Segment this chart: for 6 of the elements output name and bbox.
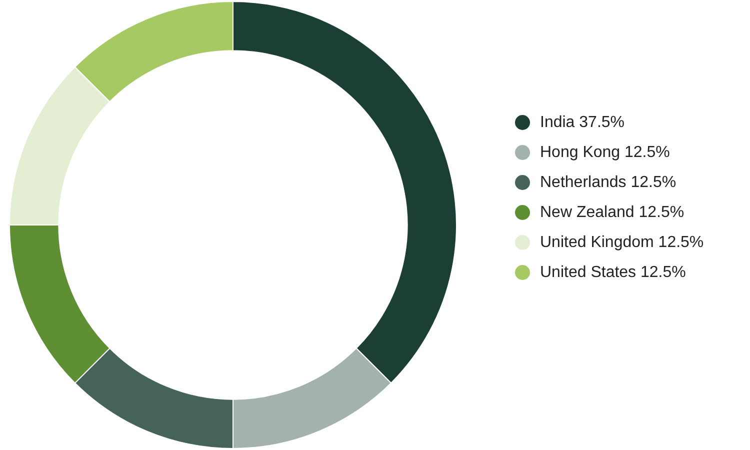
legend-label: India 37.5% — [540, 113, 625, 133]
legend-label: New Zealand 12.5% — [540, 203, 684, 223]
legend-label: United Kingdom 12.5% — [540, 233, 704, 253]
legend-label: Netherlands 12.5% — [540, 173, 676, 193]
legend-label: Hong Kong 12.5% — [540, 143, 670, 163]
legend-label: United States 12.5% — [540, 263, 686, 283]
